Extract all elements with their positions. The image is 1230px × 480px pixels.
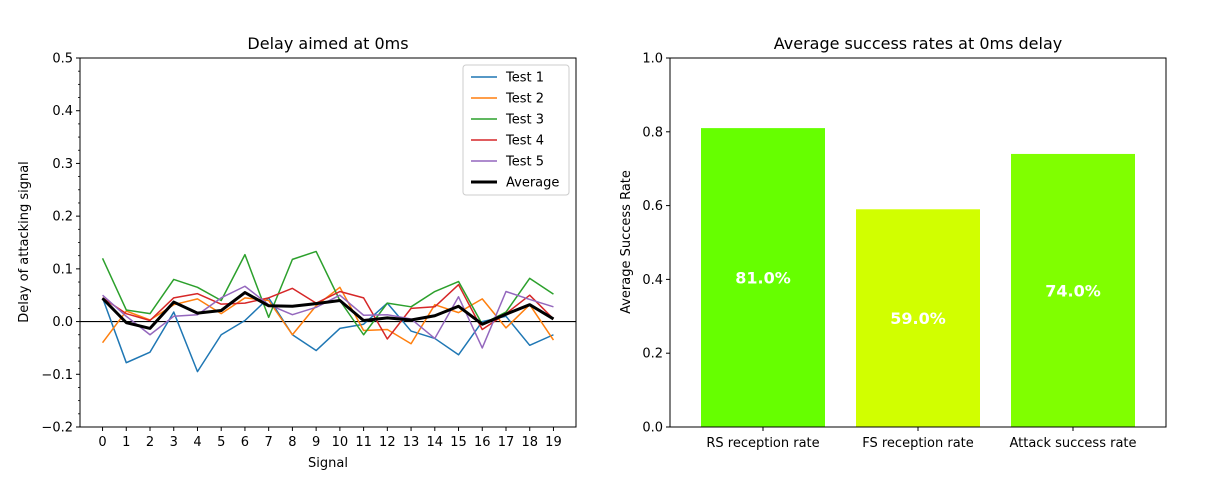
bar-value-label: 74.0% bbox=[1045, 281, 1101, 300]
y-tick-label: 0.2 bbox=[52, 210, 73, 225]
x-tick-label: 0 bbox=[98, 435, 106, 450]
x-tick-label: 15 bbox=[450, 435, 467, 450]
legend-entry: Test 2 bbox=[505, 92, 544, 107]
x-tick-label: 5 bbox=[217, 435, 225, 450]
x-tick-label: 18 bbox=[521, 435, 538, 450]
x-tick-label: RS reception rate bbox=[706, 436, 819, 451]
y-tick-label: 0.8 bbox=[642, 125, 663, 140]
series-line-test-4 bbox=[102, 283, 554, 340]
bar bbox=[856, 209, 980, 427]
chart-title: Delay aimed at 0ms bbox=[247, 34, 408, 53]
y-tick-label: 0.4 bbox=[642, 273, 663, 288]
x-tick-label: 1 bbox=[122, 435, 130, 450]
bar-value-label: 81.0% bbox=[735, 269, 791, 288]
bar-value-label: 59.0% bbox=[890, 309, 946, 328]
y-axis-label: Delay of attacking signal bbox=[17, 161, 32, 323]
y-tick-label: 0.0 bbox=[52, 315, 73, 330]
x-tick-label: 9 bbox=[312, 435, 320, 450]
legend-entry: Test 1 bbox=[505, 71, 544, 86]
x-tick-label: FS reception rate bbox=[862, 436, 974, 451]
y-tick-label: 0.4 bbox=[52, 104, 73, 119]
x-tick-label: 16 bbox=[474, 435, 491, 450]
x-tick-label: 17 bbox=[498, 435, 515, 450]
x-tick-label: 2 bbox=[146, 435, 154, 450]
x-tick-label: 12 bbox=[379, 435, 396, 450]
bar bbox=[701, 128, 825, 428]
y-tick-label: −0.1 bbox=[41, 368, 73, 383]
y-axis-label: Average Success Rate bbox=[619, 170, 634, 314]
y-tick-label: 0.6 bbox=[642, 199, 663, 214]
series-line-average bbox=[101, 291, 555, 330]
legend-entry: Test 3 bbox=[505, 113, 544, 128]
legend: Test 1 Test 2 Test 3 Test 4 Test 5 Average bbox=[462, 64, 570, 196]
series-line-test-3 bbox=[101, 250, 554, 336]
legend-entry: Average bbox=[506, 176, 559, 191]
x-tick-label: 3 bbox=[170, 435, 178, 450]
series-line-test-1 bbox=[101, 297, 554, 373]
series-line-test-2 bbox=[101, 286, 555, 345]
y-tick-label: −0.2 bbox=[41, 421, 73, 436]
x-tick-label: 4 bbox=[193, 435, 201, 450]
x-tick-label: 19 bbox=[545, 435, 562, 450]
y-tick-label: 0.5 bbox=[52, 52, 73, 67]
x-tick-label: 7 bbox=[265, 435, 273, 450]
x-tick-label: 14 bbox=[427, 435, 444, 450]
y-tick-label: 1.0 bbox=[642, 52, 663, 67]
x-tick-label: 8 bbox=[288, 435, 296, 450]
bar bbox=[1011, 153, 1135, 427]
y-tick-label: 0.0 bbox=[642, 421, 663, 436]
x-tick-label: 10 bbox=[332, 435, 349, 450]
y-tick-label: 0.1 bbox=[52, 262, 73, 277]
x-tick-label: 13 bbox=[403, 435, 420, 450]
y-tick-label: 0.2 bbox=[642, 347, 663, 362]
x-tick-label: 11 bbox=[355, 435, 372, 450]
legend-entry: Test 4 bbox=[505, 134, 544, 149]
success-rate-bar-chart: Average success rates at 0ms delay 81.0%… bbox=[619, 34, 1167, 451]
legend-entry: Test 5 bbox=[505, 155, 544, 170]
x-tick-label: 6 bbox=[241, 435, 249, 450]
y-tick-label: 0.3 bbox=[52, 157, 73, 172]
delay-line-chart: Delay aimed at 0ms 0 1 2 3 4 5 6 7 8 9 10 11 12 13 14 1… bbox=[17, 34, 577, 471]
x-tick-label: Attack success rate bbox=[1009, 436, 1136, 451]
chart-title: Average success rates at 0ms delay bbox=[774, 34, 1062, 53]
x-axis-label: Signal bbox=[308, 456, 348, 471]
